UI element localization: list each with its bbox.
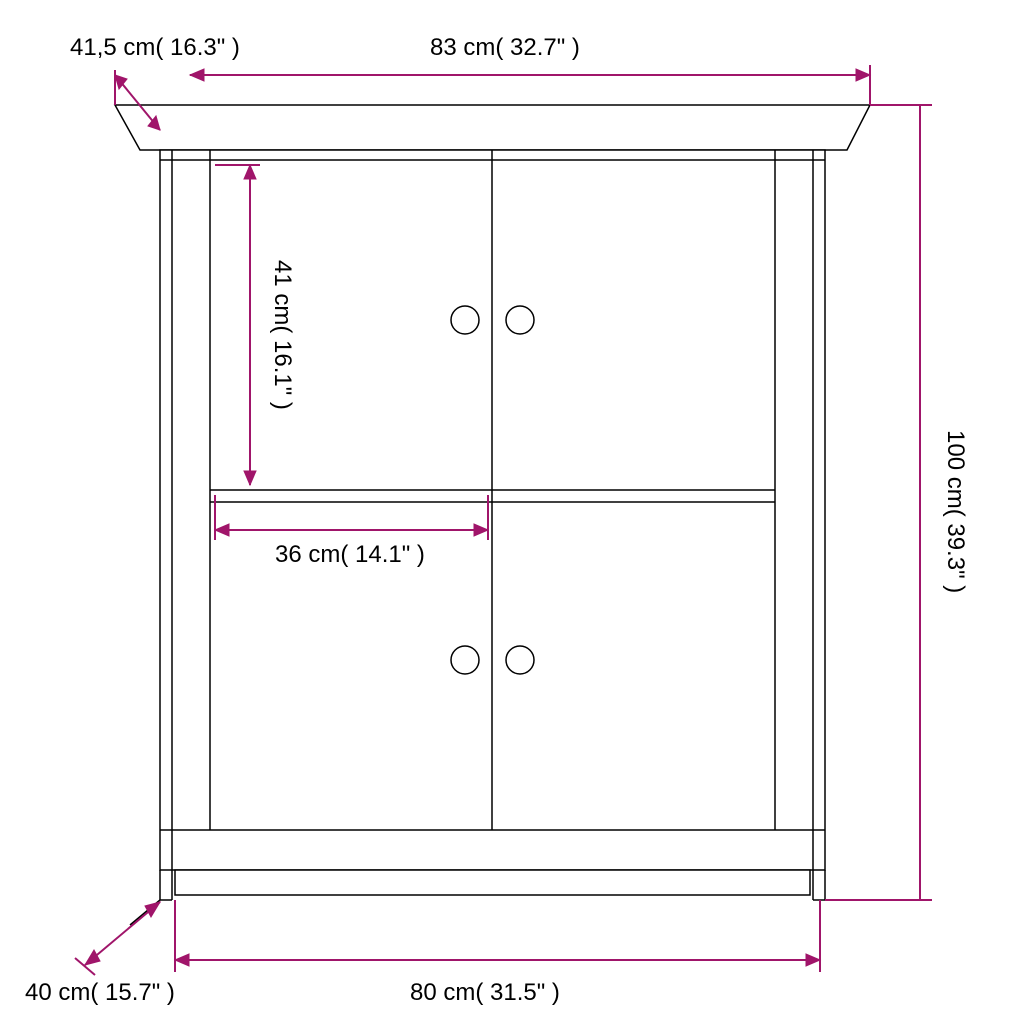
cabinet-top [115,105,870,150]
label-bottom-depth: 40 cm( 15.7" ) [25,979,175,1006]
dim-top-width: 83 cm( 32.7" ) [190,34,870,105]
cabinet-plinth [175,870,810,895]
label-total-height: 100 cm( 39.3" ) [942,430,969,593]
label-top-width: 83 cm( 32.7" ) [430,34,580,61]
label-door-height: 41 cm( 16.1" ) [269,260,296,410]
dim-bottom-depth: 40 cm( 15.7" ) [25,902,175,1006]
knob-bottom-right [506,646,534,674]
knob-top-right [506,306,534,334]
label-bottom-width: 80 cm( 31.5" ) [410,979,560,1006]
label-top-depth: 41,5 cm( 16.3" ) [70,34,240,61]
knob-bottom-left [451,646,479,674]
dim-bottom-width: 80 cm( 31.5" ) [175,900,820,1006]
knob-top-left [451,306,479,334]
dim-total-height: 100 cm( 39.3" ) [825,105,969,900]
dimension-diagram: 41,5 cm( 16.3" ) 83 cm( 32.7" ) 41 cm( 1… [0,0,1024,1024]
label-door-width: 36 cm( 14.1" ) [275,541,425,568]
